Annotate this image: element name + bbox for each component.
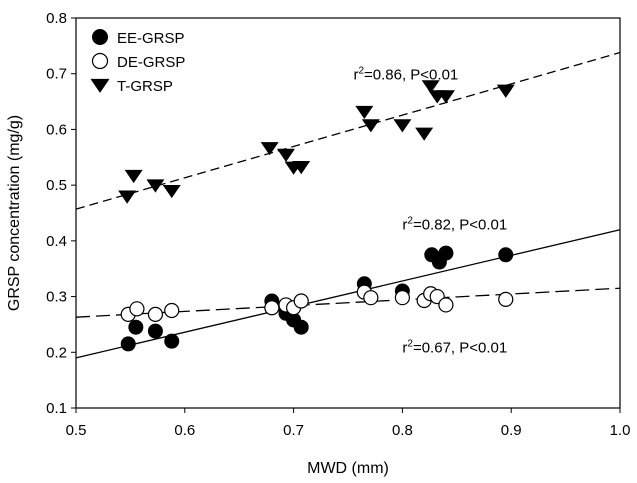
x-tick-label: 0.5 (66, 422, 87, 439)
data-point (496, 84, 515, 98)
x-tick-label: 0.9 (501, 422, 522, 439)
y-tick-label: 0.1 (46, 400, 67, 417)
y-tick-label: 0.4 (46, 233, 67, 250)
data-point (394, 290, 410, 306)
data-point (293, 319, 309, 335)
y-tick-label: 0.2 (46, 344, 67, 361)
data-point (438, 297, 454, 313)
data-point (292, 161, 311, 175)
data-point (421, 80, 440, 94)
y-tick-label: 0.7 (46, 66, 67, 83)
data-point (498, 247, 514, 263)
data-point (363, 290, 379, 306)
data-point (164, 302, 180, 319)
data-point (147, 306, 164, 322)
data-point (361, 119, 380, 133)
data-point (164, 333, 180, 349)
data-point (415, 127, 434, 141)
data-point (498, 291, 514, 307)
x-tick-label: 0.8 (392, 422, 413, 439)
y-axis-title: GRSP concentration (mg/g) (6, 115, 23, 311)
data-point (128, 319, 144, 335)
data-point (146, 179, 165, 193)
data-point (264, 300, 280, 316)
x-tick-label: 1.0 (610, 422, 631, 439)
x-tick-label: 0.6 (174, 422, 195, 439)
plot-frame (75, 17, 621, 409)
annotation: r2=0.82, P<0.01 (402, 216, 507, 234)
data-point (276, 148, 295, 162)
data-point (293, 293, 309, 309)
y-tick-label: 0.3 (46, 289, 67, 306)
legend-marker (90, 78, 110, 93)
data-point (120, 336, 136, 352)
legend-label: T-GRSP (117, 78, 173, 95)
y-tick-label: 0.8 (46, 10, 67, 27)
data-point (124, 169, 143, 184)
data-point (436, 90, 455, 104)
fit-line (75, 51, 621, 210)
fit-line (75, 229, 621, 359)
annotation: r2=0.67, P<0.01 (402, 338, 507, 356)
y-tick-label: 0.5 (46, 177, 67, 194)
annotations: r2=0.86, P<0.01 r2=0.82, P<0.01 r2=0.67, P… (353, 65, 507, 356)
x-tick-label: 0.7 (283, 422, 304, 439)
x-axis: 0.5 0.6 0.7 0.8 0.9 1.0 (66, 408, 631, 439)
x-axis-title: MWD (mm) (307, 460, 389, 477)
data-point (162, 184, 181, 199)
legend-label: DE-GRSP (117, 54, 185, 71)
data-point (260, 142, 279, 156)
data-point (129, 301, 145, 317)
data-point (393, 119, 412, 133)
data-points (118, 80, 515, 352)
data-point (147, 323, 163, 339)
data-point (118, 190, 137, 204)
data-point (355, 105, 374, 120)
legend-marker (92, 29, 108, 45)
legend-label: EE-GRSP (117, 30, 185, 47)
y-axis: 0.1 0.2 0.3 0.4 0.5 0.6 0.7 0.8 (46, 10, 76, 417)
legend: EE-GRSP DE-GRSP T-GRSP (90, 29, 185, 95)
y-tick-label: 0.6 (46, 121, 67, 138)
annotation: r2=0.86, P<0.01 (353, 65, 458, 83)
legend-marker (91, 52, 109, 70)
data-point (438, 245, 454, 261)
